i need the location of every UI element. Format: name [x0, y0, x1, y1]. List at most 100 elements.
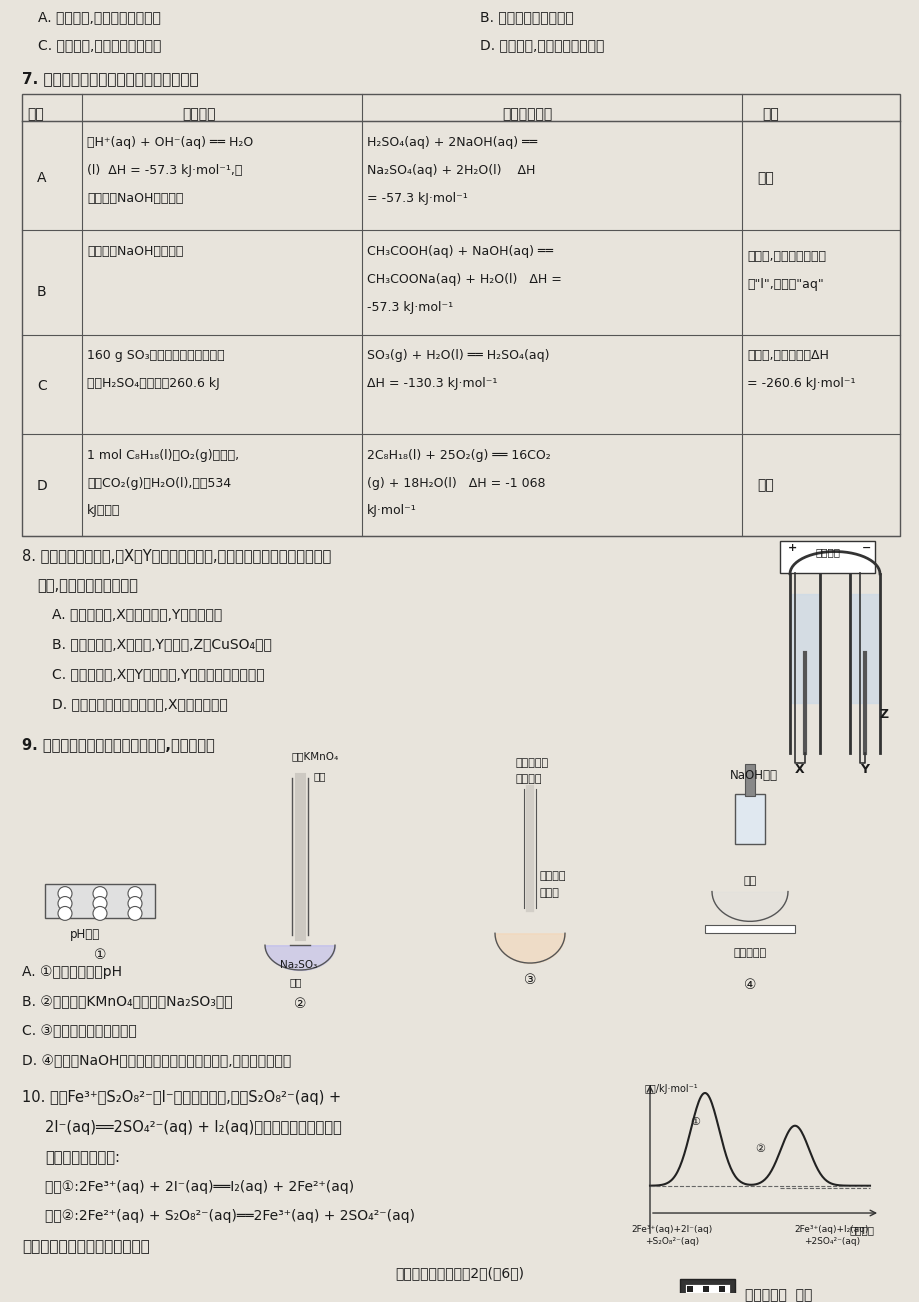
Text: C: C [37, 379, 47, 393]
Bar [685, 1284, 729, 1302]
Text: ①: ① [94, 948, 106, 962]
Text: kJ·mol⁻¹: kJ·mol⁻¹ [367, 504, 416, 517]
Text: 选项: 选项 [27, 107, 44, 121]
Text: B. 低温下分子无法运动: B. 低温下分子无法运动 [480, 10, 573, 23]
Text: A. ①可用于测溶液pH: A. ①可用于测溶液pH [22, 965, 122, 979]
Text: +2SO₄²⁻(aq): +2SO₄²⁻(aq) [803, 1237, 859, 1246]
Text: 生产,下列说法中正确的是: 生产,下列说法中正确的是 [37, 578, 138, 592]
Circle shape [58, 897, 72, 910]
Text: 盐酸和酯酸: 盐酸和酯酸 [732, 948, 766, 958]
Text: (g) + 18H₂O(l)   ΔH = -1 068: (g) + 18H₂O(l) ΔH = -1 068 [367, 477, 545, 490]
Text: C. 温度降低,化学反应完全停止: C. 温度降低,化学反应完全停止 [38, 38, 161, 52]
Bar [679, 1279, 734, 1302]
Text: 160 g SO₃气体与足量液态水反应: 160 g SO₃气体与足量液态水反应 [87, 349, 224, 362]
Bar [686, 1286, 692, 1292]
Text: D. 外加电流的阴极保护法中,X是待保护金属: D. 外加电流的阴极保护法中,X是待保护金属 [52, 697, 228, 711]
Text: 2Fe³⁺(aq)+2I⁻(aq): 2Fe³⁺(aq)+2I⁻(aq) [630, 1225, 712, 1234]
Text: Z: Z [879, 708, 888, 721]
Polygon shape [45, 884, 154, 918]
Text: 中的能量变化如下:: 中的能量变化如下: [45, 1150, 119, 1165]
Circle shape [128, 887, 142, 901]
Text: 稀硫酸和NaOH溶液混合: 稀硫酸和NaOH溶液混合 [87, 191, 183, 204]
Text: = -260.6 kJ·mol⁻¹: = -260.6 kJ·mol⁻¹ [746, 378, 855, 391]
Text: 不正确,因为醋酸的状态: 不正确,因为醋酸的状态 [746, 250, 825, 263]
Bar [704, 926, 794, 934]
Circle shape [128, 897, 142, 910]
Text: 为"l",而不是"aq": 为"l",而不是"aq" [746, 279, 823, 292]
Circle shape [58, 906, 72, 921]
Text: X: X [794, 763, 804, 776]
Text: 10. 在含Fe³⁺的S₂O₈²⁻和I⁻的混合溶液中,反应S₂O₈²⁻(aq) +: 10. 在含Fe³⁺的S₂O₈²⁻和I⁻的混合溶液中,反应S₂O₈²⁻(aq) … [22, 1090, 341, 1105]
Text: 2C₈H₁₈(l) + 25O₂(g) ══ 16CO₂: 2C₈H₁₈(l) + 25O₂(g) ══ 16CO₂ [367, 449, 550, 462]
Text: (l)  ΔH = -57.3 kJ·mol⁻¹,将: (l) ΔH = -57.3 kJ·mol⁻¹,将 [87, 164, 242, 177]
Text: −: − [861, 543, 870, 553]
Text: = -57.3 kJ·mol⁻¹: = -57.3 kJ·mol⁻¹ [367, 191, 467, 204]
Text: 热化学方程式: 热化学方程式 [502, 107, 551, 121]
Text: -57.3 kJ·mol⁻¹: -57.3 kJ·mol⁻¹ [367, 301, 453, 314]
Text: D. ④中滴入NaOH标准液后溶液由无色变为红色,即达到滴定终点: D. ④中滴入NaOH标准液后溶液由无色变为红色,即达到滴定终点 [22, 1055, 291, 1069]
Text: A. 电镀工业中,X是待镀金属,Y是镀层金属: A. 电镀工业中,X是待镀金属,Y是镀层金属 [52, 608, 222, 621]
Text: CH₃COONa(aq) + H₂O(l)   ΔH =: CH₃COONa(aq) + H₂O(l) ΔH = [367, 273, 562, 286]
Text: ΔH = -130.3 kJ·mol⁻¹: ΔH = -130.3 kJ·mol⁻¹ [367, 378, 497, 391]
Text: 评价: 评价 [761, 107, 777, 121]
Text: 若H⁺(aq) + OH⁻(aq) ══ H₂O: 若H⁺(aq) + OH⁻(aq) ══ H₂O [87, 135, 253, 148]
Text: ④: ④ [743, 978, 755, 992]
Text: 7. 下列有关热化学方程式的评价合理的是: 7. 下列有关热化学方程式的评价合理的是 [22, 72, 199, 86]
Text: ②: ② [293, 997, 306, 1010]
Text: B. 铜的精炼中,X是纯铜,Y是粗铜,Z是CuSO₄溶液: B. 铜的精炼中,X是纯铜,Y是粗铜,Z是CuSO₄溶液 [52, 638, 272, 651]
Text: 生成H₂SO₄放出热量260.6 kJ: 生成H₂SO₄放出热量260.6 kJ [87, 378, 220, 391]
Text: 直流电源: 直流电源 [814, 547, 840, 557]
Text: 高二化学期末试题－2－(共6页): 高二化学期末试题－2－(共6页) [395, 1266, 524, 1280]
Text: 不正确,因为反应热ΔH: 不正确,因为反应热ΔH [746, 349, 828, 362]
Circle shape [58, 887, 72, 901]
Text: SO₃(g) + H₂O(l) ══ H₂SO₄(aq): SO₃(g) + H₂O(l) ══ H₂SO₄(aq) [367, 349, 549, 362]
Text: pH试纸: pH试纸 [70, 928, 100, 941]
Circle shape [93, 897, 107, 910]
Text: ③: ③ [523, 973, 536, 987]
Circle shape [93, 887, 107, 901]
Text: 步骤②:2Fe²⁺(aq) + S₂O₈²⁻(aq)══2Fe³⁺(aq) + 2SO₄²⁻(aq): 步骤②:2Fe²⁺(aq) + S₂O₈²⁻(aq)══2Fe³⁺(aq) + … [45, 1210, 414, 1224]
Circle shape [93, 906, 107, 921]
Text: H₂SO₄(aq) + 2NaOH(aq) ══: H₂SO₄(aq) + 2NaOH(aq) ══ [367, 135, 537, 148]
Text: +S₂O₈²⁻(aq): +S₂O₈²⁻(aq) [644, 1237, 698, 1246]
Bar [710, 1294, 716, 1299]
Text: A. 温度越低,化学反应速率越慢: A. 温度越低,化学反应速率越慢 [38, 10, 161, 23]
Text: Na₂SO₄(aq) + 2H₂O(l)    ΔH: Na₂SO₄(aq) + 2H₂O(l) ΔH [367, 164, 535, 177]
Text: 2Fe³⁺(aq)+I₂(aq): 2Fe³⁺(aq)+I₂(aq) [794, 1225, 868, 1234]
Text: D. 增大压强,化学反应速率减慢: D. 增大压强,化学反应速率减慢 [480, 38, 604, 52]
Bar [694, 1294, 700, 1299]
Text: 酸性KMnO₄: 酸性KMnO₄ [291, 751, 338, 762]
Text: C. 氯碱工业中,X、Y均为石墨,Y附近能得到氢氧化钠: C. 氯碱工业中,X、Y均为石墨,Y附近能得到氢氧化钠 [52, 667, 265, 681]
Text: ①: ① [689, 1117, 699, 1128]
Text: 溶液: 溶液 [289, 976, 302, 987]
Text: 锥形瓶: 锥形瓶 [539, 888, 560, 897]
Text: 1 mol C₈H₁₈(l)在O₂(g)中燃烧,: 1 mol C₈H₁₈(l)在O₂(g)中燃烧, [87, 449, 239, 462]
Text: 生成CO₂(g)和H₂O(l),放出534: 生成CO₂(g)和H₂O(l),放出534 [87, 477, 231, 490]
Bar [734, 794, 765, 844]
Bar [779, 542, 874, 573]
Text: 2I⁻(aq)══2SO₄²⁻(aq) + I₂(aq)的分解机理及反应进程: 2I⁻(aq)══2SO₄²⁻(aq) + I₂(aq)的分解机理及反应进程 [45, 1120, 341, 1135]
Text: 右手摇动: 右手摇动 [539, 871, 566, 880]
Text: 白纸: 白纸 [743, 876, 755, 885]
Text: C. ③是滴定操作时手的操作: C. ③是滴定操作时手的操作 [22, 1025, 137, 1039]
Text: 醋酸和稀NaOH溶液混合: 醋酸和稀NaOH溶液混合 [87, 245, 183, 258]
Text: ②: ② [754, 1143, 765, 1154]
Bar [744, 764, 754, 797]
Text: +: + [788, 543, 797, 553]
Text: 扫描全能王  创建: 扫描全能王 创建 [744, 1289, 811, 1302]
Text: NaOH溶液: NaOH溶液 [729, 769, 777, 783]
Text: kJ的热量: kJ的热量 [87, 504, 120, 517]
Text: B. ②是用酸性KMnO₄溶液滴定Na₂SO₃溶液: B. ②是用酸性KMnO₄溶液滴定Na₂SO₃溶液 [22, 995, 233, 1009]
Text: 反应进程: 反应进程 [849, 1225, 874, 1234]
Text: 能量/kJ·mol⁻¹: 能量/kJ·mol⁻¹ [644, 1085, 698, 1094]
Text: 实验事实: 实验事实 [182, 107, 215, 121]
Text: 正确: 正确 [756, 479, 773, 492]
Text: D: D [37, 479, 48, 492]
Text: 左手控制滴: 左手控制滴 [515, 758, 548, 768]
Text: 正确: 正确 [756, 171, 773, 185]
Text: A: A [37, 171, 47, 185]
Text: 8. 利用如图所示装置,当X、Y选用不同材料时,可将电解原理广泛应用于工业: 8. 利用如图所示装置,当X、Y选用不同材料时,可将电解原理广泛应用于工业 [22, 548, 331, 562]
Text: 定管活塞: 定管活塞 [515, 775, 541, 784]
Text: 溶液: 溶液 [313, 772, 326, 781]
Bar [702, 1286, 709, 1292]
